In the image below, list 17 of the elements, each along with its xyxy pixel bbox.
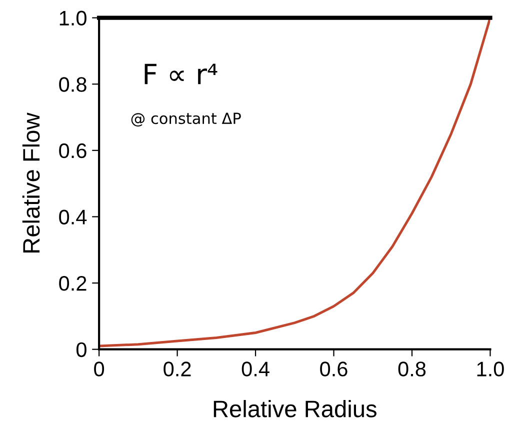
x-tick-label: 1.0: [477, 362, 504, 376]
annotation: @ constant ΔP: [131, 112, 241, 127]
y-tick-label: 0.6: [59, 143, 86, 158]
x-tick-label: 0: [94, 362, 104, 376]
y-axis-title: Relative Flow: [22, 112, 40, 252]
y-tick-label: 1.0: [60, 10, 86, 26]
x-tick-label: 0.2: [164, 362, 191, 376]
x-axis-title: Relative Radius: [214, 400, 376, 418]
x-tick-label: 0.6: [320, 362, 348, 376]
x-tick-label: 0.8: [398, 362, 426, 376]
y-tick-label: 0.8: [59, 77, 86, 92]
y-tick-label: 0.2: [59, 276, 86, 291]
y-tick-label: 0.4: [59, 210, 87, 224]
y-tick-label: 0: [76, 342, 86, 358]
x-tick-label: 0.4: [242, 362, 270, 376]
line-series: [99, 18, 490, 348]
annotation: F ∝ r⁴: [144, 64, 218, 84]
